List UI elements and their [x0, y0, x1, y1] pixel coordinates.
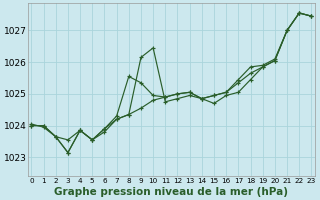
X-axis label: Graphe pression niveau de la mer (hPa): Graphe pression niveau de la mer (hPa) — [54, 187, 288, 197]
